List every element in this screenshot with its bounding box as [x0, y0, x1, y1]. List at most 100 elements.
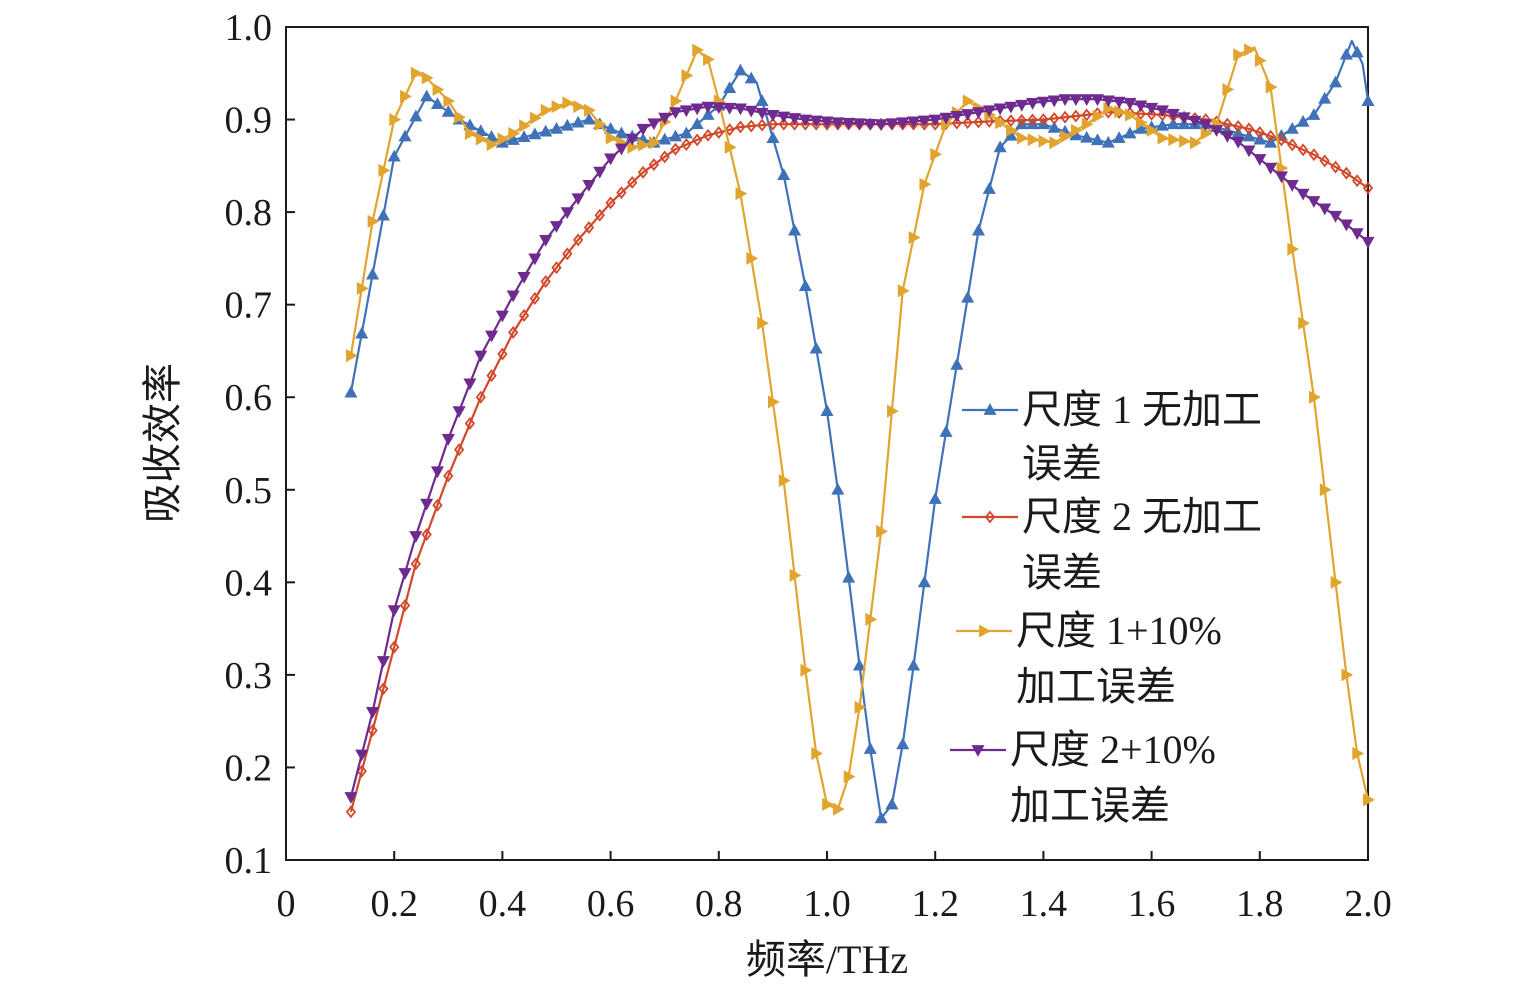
data-point: [638, 138, 650, 152]
x-tick-label: 1.0: [803, 883, 851, 925]
series-layer: [344, 39, 1375, 824]
data-point: [993, 140, 1007, 153]
data-point: [982, 105, 996, 118]
data-point: [637, 165, 649, 179]
data-point: [1222, 82, 1235, 97]
legend-marker: [971, 745, 985, 757]
data-point: [744, 71, 758, 84]
data-point: [614, 143, 628, 156]
data-point: [843, 770, 856, 784]
data-point: [1092, 109, 1105, 123]
data-point: [474, 124, 488, 137]
data-point: [1243, 122, 1255, 136]
data-point: [777, 111, 791, 124]
x-tick-label: 2.0: [1344, 883, 1392, 925]
data-point: [1049, 136, 1062, 150]
data-point: [517, 271, 531, 284]
data-point: [367, 723, 378, 737]
data-point: [593, 166, 607, 179]
data-point: [670, 94, 683, 108]
data-point: [625, 133, 639, 146]
data-point: [464, 417, 476, 430]
data-point: [1296, 188, 1310, 201]
data-point: [852, 658, 866, 671]
data-point: [982, 182, 996, 194]
x-tick-label: 1.6: [1128, 883, 1176, 925]
data-point: [1352, 747, 1365, 761]
data-point: [1350, 228, 1364, 240]
data-point: [627, 176, 638, 189]
legend-label-line2: 误差: [1022, 441, 1102, 486]
data-point: [755, 107, 769, 120]
data-point: [1125, 108, 1137, 122]
data-point: [506, 133, 520, 145]
data-point: [1015, 99, 1029, 112]
data-point: [430, 466, 445, 479]
data-point: [463, 118, 477, 131]
data-point: [1200, 126, 1213, 140]
data-point: [1274, 171, 1288, 184]
data-point: [517, 130, 531, 143]
data-point: [1231, 126, 1245, 139]
data-point: [1330, 160, 1341, 174]
data-point: [1253, 154, 1267, 166]
y-axis: 0.1 0.2 0.3 0.4 0.5 0.6 0.7 0.8 0.9 1.0: [225, 7, 295, 882]
data-point: [1047, 95, 1061, 108]
data-point: [1090, 133, 1105, 146]
data-point: [647, 118, 661, 131]
data-point: [453, 443, 465, 457]
data-point: [874, 119, 888, 132]
data-point: [594, 117, 607, 131]
data-point: [766, 110, 780, 122]
data-point: [692, 133, 703, 147]
legend-marker: [984, 510, 996, 524]
data-point: [1146, 107, 1157, 121]
data-point: [1242, 145, 1256, 158]
data-point: [907, 116, 921, 129]
data-point: [724, 140, 737, 154]
data-point: [539, 124, 553, 137]
data-point: [800, 117, 811, 131]
data-point: [723, 102, 737, 115]
data-point: [950, 357, 964, 370]
data-point: [605, 196, 616, 210]
data-point: [755, 94, 769, 106]
data-point: [1157, 131, 1170, 145]
data-point: [584, 103, 596, 117]
legend-label: 尺度 2+10%: [1010, 727, 1216, 772]
data-point: [701, 101, 715, 114]
data-point: [733, 63, 747, 76]
data-point: [885, 797, 899, 810]
data-point: [852, 118, 866, 131]
data-point: [571, 115, 585, 128]
data-point: [1199, 119, 1213, 132]
y-tick-label: 0.7: [225, 285, 273, 327]
data-point: [366, 707, 380, 719]
data-point: [768, 395, 780, 409]
data-point: [398, 568, 412, 580]
data-point: [474, 350, 488, 363]
data-point: [1155, 118, 1169, 131]
x-tick-label: 0.8: [695, 883, 743, 925]
data-point: [1059, 110, 1071, 124]
data-point: [1285, 180, 1299, 192]
data-point: [724, 123, 735, 137]
data-point: [1004, 101, 1018, 114]
data-point: [376, 208, 390, 221]
data-point: [962, 94, 975, 108]
series-3: [346, 43, 1375, 816]
data-point: [1101, 95, 1115, 108]
data-point: [627, 140, 640, 154]
data-point: [378, 163, 391, 177]
data-point: [1189, 136, 1202, 150]
data-point: [432, 82, 445, 97]
data-point: [366, 267, 380, 280]
legend-item-3: 尺度 1+10% 加工误差: [956, 608, 1222, 709]
data-point: [928, 492, 942, 504]
data-point: [1166, 108, 1180, 121]
data-point: [648, 158, 660, 172]
data-point: [1060, 129, 1072, 144]
data-point: [571, 193, 585, 206]
